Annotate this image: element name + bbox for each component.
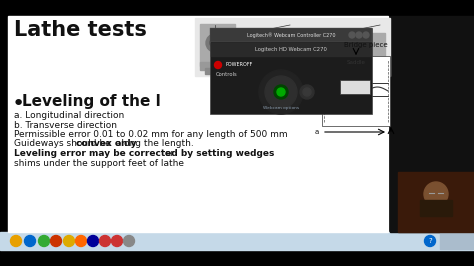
Text: or: or xyxy=(162,149,174,158)
Circle shape xyxy=(38,235,49,247)
Circle shape xyxy=(111,235,122,247)
Circle shape xyxy=(51,235,62,247)
Bar xyxy=(210,28,372,114)
Text: Guideways should be: Guideways should be xyxy=(14,139,114,148)
Bar xyxy=(360,33,385,61)
Bar xyxy=(390,16,474,232)
Circle shape xyxy=(64,235,74,247)
Text: Controls: Controls xyxy=(216,72,238,77)
Text: along the length.: along the length. xyxy=(113,139,194,148)
Circle shape xyxy=(100,235,110,247)
Circle shape xyxy=(363,32,369,38)
Bar xyxy=(0,232,474,250)
Text: POWEROFF: POWEROFF xyxy=(226,63,253,68)
Circle shape xyxy=(356,32,362,38)
Bar xyxy=(0,250,474,266)
Text: Logitech HD Webcam C270: Logitech HD Webcam C270 xyxy=(255,48,327,52)
Text: shims under the support feet of lathe: shims under the support feet of lathe xyxy=(14,159,184,168)
Bar xyxy=(322,56,390,126)
Circle shape xyxy=(10,235,21,247)
Circle shape xyxy=(265,76,297,108)
Bar xyxy=(365,68,375,74)
Bar xyxy=(200,62,385,70)
Text: Permissible error 0.01 to 0.02 mm for any length of 500 mm: Permissible error 0.01 to 0.02 mm for an… xyxy=(14,130,288,139)
Text: a. Longitudinal direction: a. Longitudinal direction xyxy=(14,111,124,120)
Text: Bridge piece: Bridge piece xyxy=(344,42,388,48)
Bar xyxy=(235,33,365,58)
Bar xyxy=(440,233,473,249)
Text: Logitech® Webcam Controller C270: Logitech® Webcam Controller C270 xyxy=(247,32,335,38)
Circle shape xyxy=(349,32,355,38)
Text: ?: ? xyxy=(428,238,432,244)
Circle shape xyxy=(206,34,224,52)
Text: Webcam options: Webcam options xyxy=(263,106,299,110)
Text: b: b xyxy=(390,134,394,140)
Circle shape xyxy=(124,235,135,247)
Text: b. Transverse direction: b. Transverse direction xyxy=(14,120,117,130)
Circle shape xyxy=(259,70,303,114)
Bar xyxy=(195,18,390,76)
Text: Leveling error may be corrected by setting wedges: Leveling error may be corrected by setti… xyxy=(14,149,274,158)
Circle shape xyxy=(303,88,311,96)
Bar xyxy=(205,68,215,74)
Circle shape xyxy=(25,235,36,247)
Bar xyxy=(211,43,371,56)
Bar xyxy=(0,0,474,16)
Circle shape xyxy=(277,88,285,96)
Bar xyxy=(200,24,235,66)
Text: Saddle: Saddle xyxy=(346,60,365,65)
Circle shape xyxy=(88,235,99,247)
Bar xyxy=(420,200,452,216)
Circle shape xyxy=(75,235,86,247)
Circle shape xyxy=(274,85,288,99)
Text: •: • xyxy=(12,94,25,114)
Circle shape xyxy=(425,235,436,247)
Bar xyxy=(340,80,370,94)
Circle shape xyxy=(300,85,314,99)
Text: a: a xyxy=(315,129,319,135)
Bar xyxy=(210,28,372,42)
Circle shape xyxy=(215,61,221,69)
Text: convex only: convex only xyxy=(76,139,137,148)
Circle shape xyxy=(424,182,448,206)
Bar xyxy=(398,172,474,232)
Circle shape xyxy=(210,38,220,48)
Text: Lathe tests: Lathe tests xyxy=(14,20,147,40)
Text: Leveling of the l: Leveling of the l xyxy=(22,94,161,109)
Bar xyxy=(8,16,388,232)
